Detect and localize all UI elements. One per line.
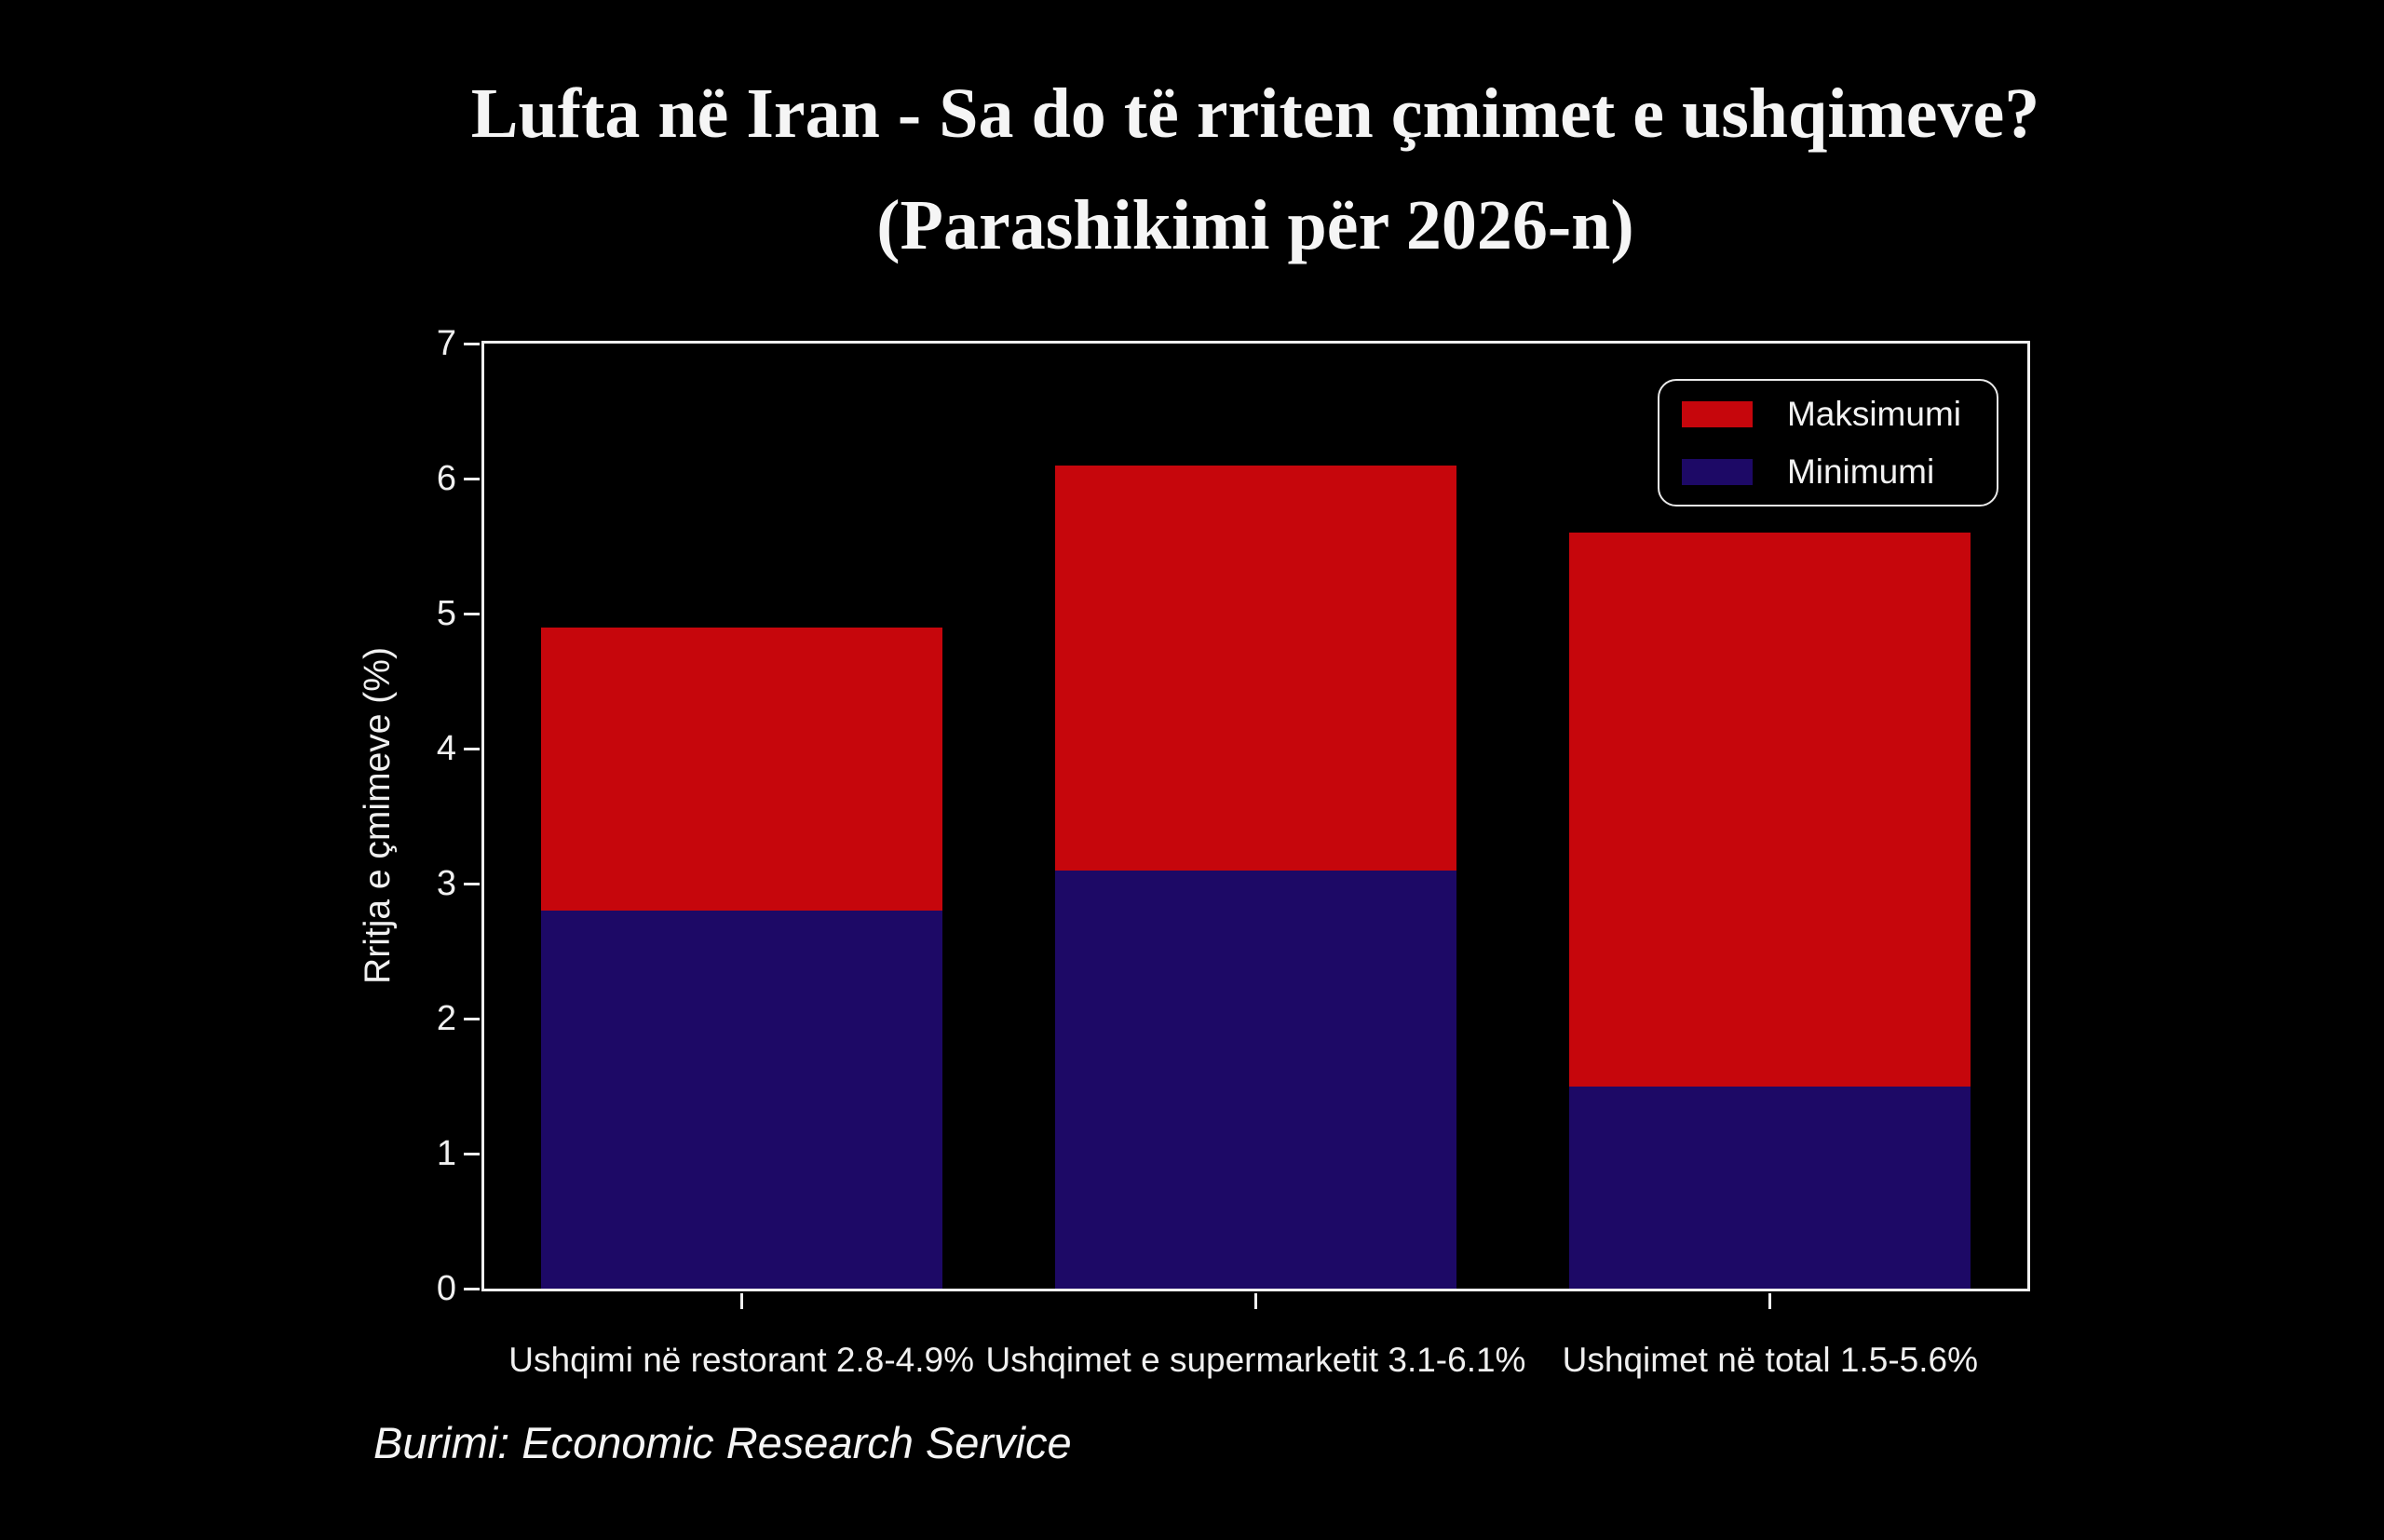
y-tick-label: 5 <box>436 594 456 633</box>
y-tick-label: 3 <box>436 864 456 903</box>
y-tick-label: 6 <box>436 459 456 498</box>
y-tick-mark <box>464 342 480 345</box>
legend-label-maksimumi: Maksimumi <box>1786 395 1961 433</box>
x-tick-label: Ushqimet në total 1.5-5.6% <box>1562 1341 1978 1379</box>
y-tick-label: 1 <box>436 1134 456 1173</box>
x-tick-mark <box>1254 1293 1257 1309</box>
legend-entry-minimumi: Minimumi <box>1681 453 1961 491</box>
y-axis-label: Rritja e çmimeve (%) <box>358 647 398 984</box>
x-tick-mark <box>1768 1293 1772 1309</box>
legend-swatch-maksimumi <box>1681 400 1753 427</box>
y-tick-mark <box>464 1152 480 1155</box>
y-tick-mark <box>464 612 480 615</box>
bar-segment-minimum <box>1569 1086 1971 1289</box>
bar-segment-maximum <box>1569 533 1971 1087</box>
x-tick-label: Ushqimi në restorant 2.8-4.9% <box>508 1341 975 1379</box>
y-tick-label: 7 <box>436 324 456 363</box>
x-tick-mark <box>739 1293 743 1309</box>
legend-entry-maksimumi: Maksimumi <box>1681 395 1961 433</box>
legend-label-minimumi: Minimumi <box>1786 453 1935 491</box>
y-tick-label: 0 <box>436 1269 456 1308</box>
chart-title: Lufta në Iran - Sa do të rriten çmimet e… <box>471 58 2039 281</box>
source-credit: Burimi: Economic Research Service <box>373 1418 1072 1467</box>
chart-title-line1: Lufta në Iran - Sa do të rriten çmimet e… <box>470 74 2040 153</box>
y-tick-mark <box>464 882 480 885</box>
bar-segment-minimum <box>1055 870 1456 1289</box>
legend: Maksimumi Minimumi <box>1657 379 1998 507</box>
y-tick-mark <box>464 1017 480 1020</box>
y-tick-label: 4 <box>436 729 456 768</box>
legend-swatch-minimumi <box>1681 458 1753 485</box>
plot-area: Maksimumi Minimumi Ushqimi në restorant … <box>437 326 2030 1377</box>
y-tick-mark <box>464 477 480 480</box>
y-tick-mark <box>464 1287 480 1290</box>
bar-segment-maximum <box>1055 465 1456 871</box>
y-tick-label: 2 <box>436 999 456 1038</box>
y-tick-mark <box>464 747 480 750</box>
chart-title-line2: (Parashikimi për 2026-n) <box>876 186 1634 265</box>
x-tick-label: Ushqimet e supermarketit 3.1-6.1% <box>985 1341 1526 1379</box>
bar-segment-maximum <box>540 627 942 911</box>
bar-segment-minimum <box>540 911 942 1289</box>
